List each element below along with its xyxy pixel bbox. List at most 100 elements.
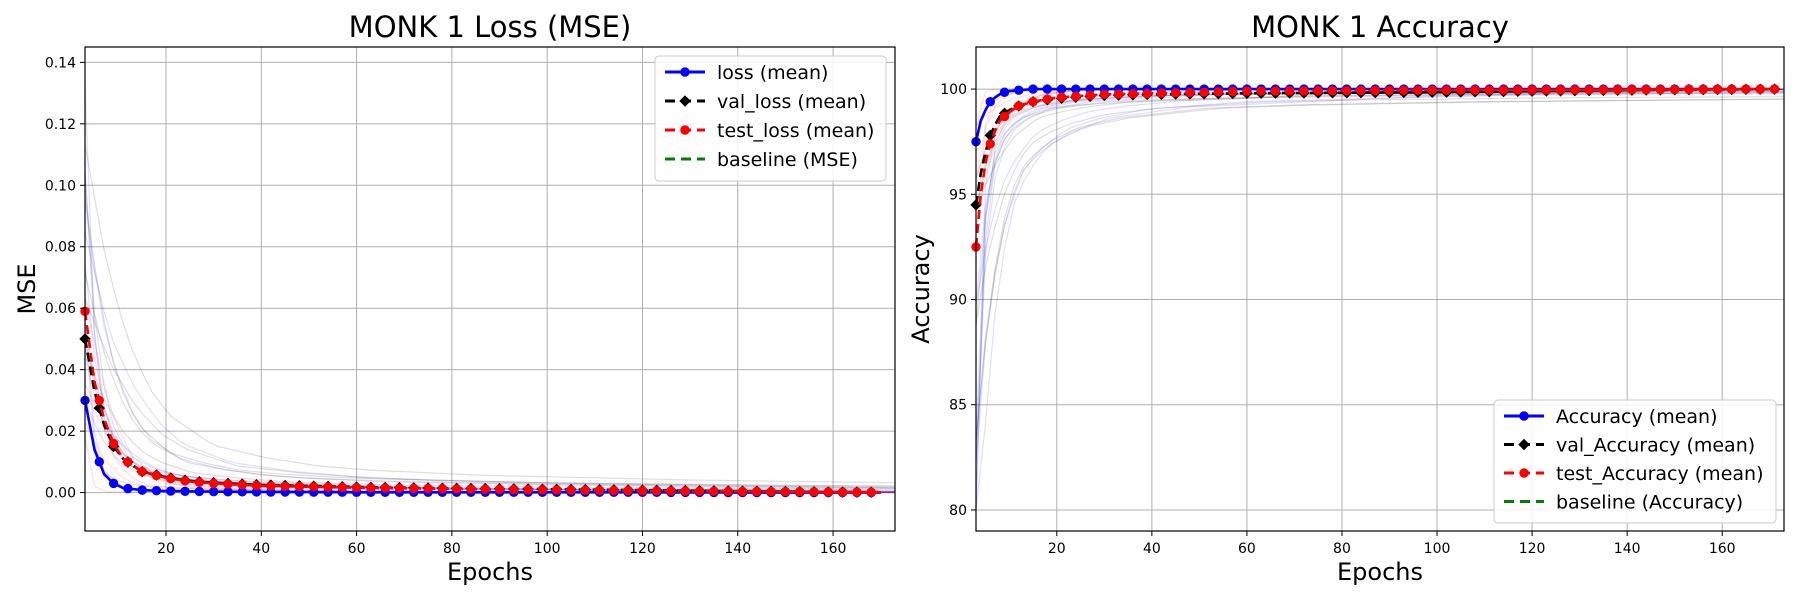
data-point-marker xyxy=(1313,86,1323,96)
data-point-marker xyxy=(709,486,719,496)
y-tick-label: 0.14 xyxy=(45,55,76,71)
x-tick-label: 120 xyxy=(1519,541,1546,557)
data-point-marker xyxy=(123,483,133,494)
data-point-marker xyxy=(623,485,633,496)
data-point-marker xyxy=(108,478,119,489)
data-point-marker xyxy=(580,485,590,495)
data-point-marker xyxy=(999,111,1010,122)
data-point-marker xyxy=(280,481,290,491)
individual-run-line xyxy=(84,297,896,487)
data-point-marker xyxy=(1270,86,1281,96)
individual-run-line xyxy=(975,90,1785,209)
data-point-marker xyxy=(94,395,104,406)
data-point-marker xyxy=(1128,89,1138,99)
data-point-marker xyxy=(1028,97,1038,107)
data-point-marker xyxy=(752,486,762,497)
data-point-marker xyxy=(1099,89,1110,100)
data-point-marker xyxy=(1441,85,1452,95)
individual-run-line xyxy=(84,390,895,493)
data-point-marker xyxy=(380,483,390,493)
x-tick-label: 80 xyxy=(443,541,461,557)
accuracy-chart-title: MONK 1 Accuracy xyxy=(1251,10,1509,44)
data-point-marker xyxy=(466,484,476,494)
legend-marker-sample xyxy=(1519,468,1529,478)
accuracy-legend: Accuracy (mean) val_Accuracy (mean) test_A… xyxy=(1493,399,1777,524)
data-point-marker xyxy=(552,485,562,495)
data-point-marker xyxy=(566,485,576,495)
data-point-marker xyxy=(337,482,347,493)
data-point-marker xyxy=(323,482,333,492)
loss-x-axis-label: Epochs xyxy=(447,558,533,586)
accuracy-legend-box xyxy=(1493,399,1777,524)
data-point-marker xyxy=(1427,85,1437,95)
data-point-marker xyxy=(509,484,519,495)
individual-run-line xyxy=(975,98,1785,441)
loss-series-test-loss-mean- xyxy=(80,306,881,497)
legend-marker-sample xyxy=(1519,411,1529,421)
data-point-marker xyxy=(1498,85,1509,95)
legend-label: test_Accuracy (mean) xyxy=(1556,463,1763,485)
loss-chart: 20 40 60 80 100 120 140 160 0.000.020.040.060.0… xyxy=(13,10,896,586)
data-point-marker xyxy=(1527,85,1537,95)
loss-series-val-loss-mean- xyxy=(79,333,881,498)
data-point-marker xyxy=(1399,85,1409,96)
data-point-marker xyxy=(1342,85,1352,96)
data-point-marker xyxy=(1484,85,1495,95)
individual-run-line xyxy=(84,348,895,490)
legend-entry: baseline (MSE) xyxy=(665,149,858,171)
data-point-marker xyxy=(151,470,162,481)
data-point-marker xyxy=(1698,84,1708,95)
legend-entry: val_loss (mean) xyxy=(665,91,866,113)
data-point-marker xyxy=(1356,85,1366,96)
data-point-marker xyxy=(1555,85,1566,95)
x-tick-label: 20 xyxy=(157,541,175,557)
data-point-marker xyxy=(1227,86,1238,97)
data-point-marker xyxy=(137,466,147,477)
data-point-marker xyxy=(1570,85,1580,95)
individual-run-line xyxy=(84,353,896,493)
loss-legend: loss (mean) val_loss (mean) test_loss (mea… xyxy=(654,55,887,182)
data-point-marker xyxy=(223,479,233,489)
data-point-marker xyxy=(1185,87,1195,98)
individual-run-line xyxy=(84,232,895,487)
y-tick-label: 0.02 xyxy=(45,424,76,440)
individual-run-line xyxy=(84,144,896,484)
data-point-marker xyxy=(266,481,276,491)
x-tick-label: 60 xyxy=(348,541,366,557)
data-point-marker xyxy=(1014,85,1024,95)
data-point-marker xyxy=(1028,84,1038,94)
data-point-marker xyxy=(1056,84,1067,94)
series-line xyxy=(974,87,1780,248)
data-point-marker xyxy=(999,87,1010,97)
y-tick-label: 90 xyxy=(949,293,967,309)
accuracy-y-ticks: 80 85 90 95 100 xyxy=(940,82,976,519)
accuracy-series-test-accuracy-mean- xyxy=(971,84,1780,252)
data-point-marker xyxy=(1085,90,1095,100)
individual-run-line xyxy=(84,195,896,489)
legend-entry: test_Accuracy (mean) xyxy=(1504,463,1763,485)
loss-grid xyxy=(85,47,895,531)
accuracy-x-ticks: 20 40 60 80 100 120 140 160 xyxy=(1048,531,1736,557)
data-point-marker xyxy=(1042,94,1052,104)
x-tick-label: 100 xyxy=(534,541,561,557)
data-point-marker xyxy=(852,487,862,497)
data-point-marker xyxy=(1071,91,1081,101)
data-point-marker xyxy=(985,139,995,149)
x-tick-label: 140 xyxy=(1614,541,1641,557)
data-point-marker xyxy=(795,487,805,497)
data-point-marker xyxy=(1284,86,1295,96)
legend-marker-sample xyxy=(679,95,691,107)
data-point-marker xyxy=(194,477,205,487)
legend-marker-sample xyxy=(1518,438,1530,451)
individual-run-line xyxy=(84,169,895,493)
data-point-marker xyxy=(166,473,176,484)
legend-label: loss (mean) xyxy=(717,62,828,84)
individual-run-line xyxy=(975,88,1784,441)
accuracy-x-axis-label: Epochs xyxy=(1337,558,1423,586)
individual-run-line xyxy=(84,202,896,490)
data-point-marker xyxy=(723,486,733,496)
legend-entry: test_loss (mean) xyxy=(665,120,874,142)
data-point-marker xyxy=(1755,84,1765,94)
accuracy-chart: 20 40 60 80 100 120 140 160 80 85 90 95 100 MONK 1 … xyxy=(907,10,1785,586)
legend-label: baseline (Accuracy) xyxy=(1556,492,1743,514)
